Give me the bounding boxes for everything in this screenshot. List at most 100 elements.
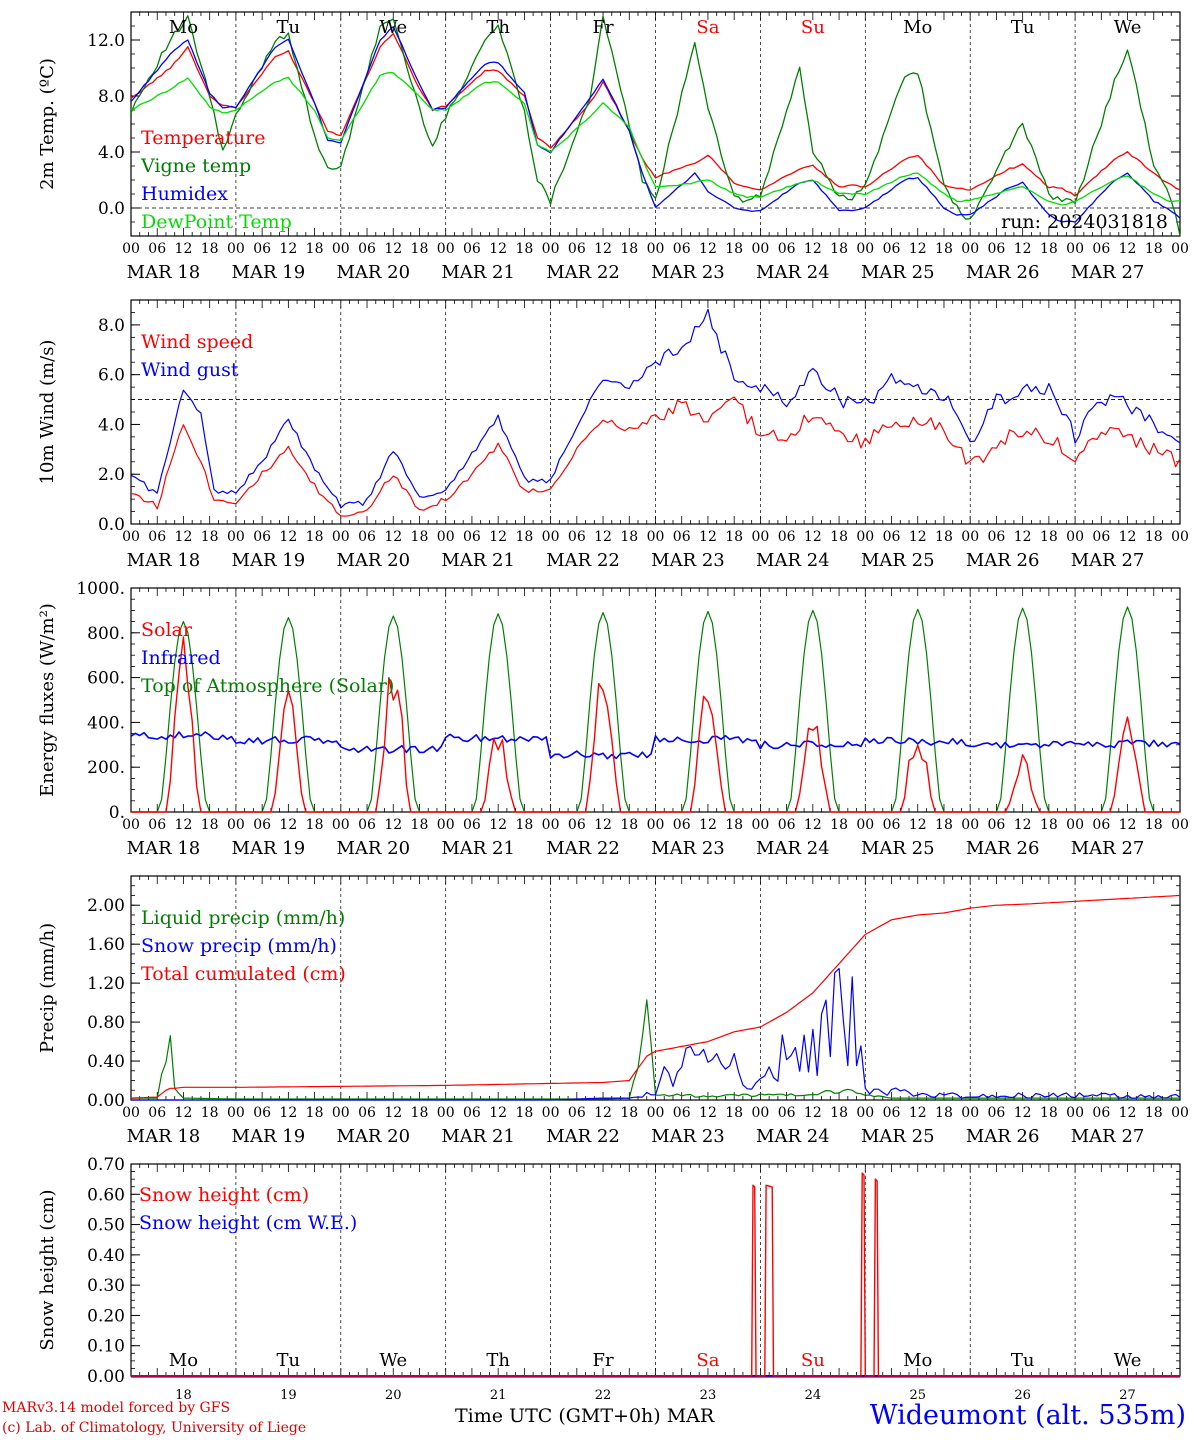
day-number-label: 25 [909,1388,926,1400]
series-line-2 [130,894,1181,1099]
x-hour-label: 06 [883,241,901,257]
x-day-label: MAR 27 [1071,262,1145,283]
x-axis-title: Time UTC (GMT+0h) MAR [455,1405,715,1427]
y-axis-label: Energy fluxes (W/m²) [37,603,58,797]
y-tick-label: 800. [87,624,125,644]
credit-line-2: (c) Lab. of Climatology, University of L… [2,1420,307,1436]
x-day-label: MAR 22 [546,1126,620,1147]
x-day-label: MAR 21 [441,262,515,283]
x-hour-label: 06 [988,817,1006,833]
y-tick-label: 0.20 [87,1306,125,1326]
x-hour-label: 00 [1171,241,1189,257]
legend-entry-1: Snow precip (mm/h) [141,935,337,957]
x-hour-label: 06 [1092,817,1110,833]
weekday-label: Tu [277,17,301,38]
x-hour-label: 18 [830,241,848,257]
x-day-label: MAR 18 [127,1126,201,1147]
x-hour-label: 06 [883,817,901,833]
x-hour-label: 18 [935,1105,953,1121]
x-hour-label: 12 [699,1105,717,1121]
x-hour-label: 12 [594,817,612,833]
x-hour-label: 18 [935,817,953,833]
x-hour-label: 06 [778,529,796,545]
x-hour-label: 18 [620,241,638,257]
x-day-label: MAR 24 [756,550,830,571]
y-tick-label: 400. [87,713,125,733]
x-day-label: MAR 25 [861,1126,935,1147]
x-day-label: MAR 26 [966,262,1040,283]
y-tick-label: 4.0 [98,415,125,435]
x-hour-label: 06 [358,817,376,833]
day-number-label: 27 [1119,1388,1136,1400]
y-tick-label: 4.0 [98,143,125,163]
y-axis-label: Precip (mm/h) [37,923,58,1053]
x-hour-label: 00 [856,817,874,833]
x-hour-label: 18 [1145,529,1163,545]
x-hour-label: 18 [411,817,429,833]
x-hour-label: 06 [568,1105,586,1121]
x-hour-label: 06 [463,241,481,257]
x-hour-label: 12 [384,241,402,257]
weekday-label: Mo [169,1350,198,1371]
x-hour-label: 18 [306,817,324,833]
x-hour-label: 12 [909,241,927,257]
x-hour-label: 06 [148,1105,166,1121]
x-hour-label: 18 [1145,817,1163,833]
y-tick-label: 200. [87,758,125,778]
x-hour-label: 18 [620,529,638,545]
x-hour-label: 06 [988,1105,1006,1121]
x-hour-label: 18 [1040,241,1058,257]
x-hour-label: 12 [279,817,297,833]
x-hour-label: 06 [778,817,796,833]
y-tick-label: 0.70 [87,1155,125,1175]
x-hour-label: 12 [1014,1105,1032,1121]
legend-entry-2: Top of Atmosphere (Solar) [141,675,394,697]
x-hour-label: 12 [175,529,193,545]
x-hour-label: 18 [725,817,743,833]
x-hour-label: 00 [961,241,979,257]
x-day-label: MAR 18 [127,838,201,859]
series-line-infrared [130,731,1181,760]
x-hour-label: 00 [856,1105,874,1121]
x-hour-label: 12 [1014,529,1032,545]
day-number-label: 24 [805,1388,822,1400]
x-day-label: MAR 24 [756,1126,830,1147]
x-hour-label: 12 [1119,241,1137,257]
series-line-0 [130,396,1181,517]
x-hour-label: 12 [175,1105,193,1121]
y-tick-label: 0.00 [87,1367,125,1387]
x-hour-label: 12 [279,241,297,257]
x-hour-label: 06 [1092,529,1110,545]
y-tick-label: 600. [87,669,125,689]
x-hour-label: 06 [568,241,586,257]
x-day-label: MAR 18 [127,262,201,283]
x-hour-label: 06 [358,1105,376,1121]
x-hour-label: 18 [411,1105,429,1121]
x-hour-label: 00 [751,529,769,545]
x-hour-label: 18 [411,529,429,545]
x-hour-label: 06 [253,1105,271,1121]
x-hour-label: 00 [437,1105,455,1121]
y-tick-label: 2.00 [87,896,125,916]
x-hour-label: 00 [1066,529,1084,545]
x-hour-label: 12 [489,817,507,833]
x-hour-label: 12 [384,817,402,833]
x-day-label: MAR 25 [861,838,935,859]
x-hour-label: 12 [804,817,822,833]
x-hour-label: 06 [463,529,481,545]
x-hour-label: 00 [332,529,350,545]
legend-entry-1: Vigne temp [140,155,251,177]
y-tick-label: 6.0 [98,366,125,386]
x-hour-label: 12 [594,1105,612,1121]
x-day-label: MAR 21 [441,838,515,859]
x-hour-label: 06 [778,1105,796,1121]
x-day-label: MAR 26 [966,550,1040,571]
x-day-label: MAR 18 [127,550,201,571]
y-tick-label: 0.30 [87,1276,125,1296]
legend-entry-1: Infrared [141,647,221,669]
weekday-label: We [379,17,407,38]
weekday-label: Fr [593,17,614,38]
x-hour-label: 06 [673,1105,691,1121]
x-hour-label: 06 [148,241,166,257]
